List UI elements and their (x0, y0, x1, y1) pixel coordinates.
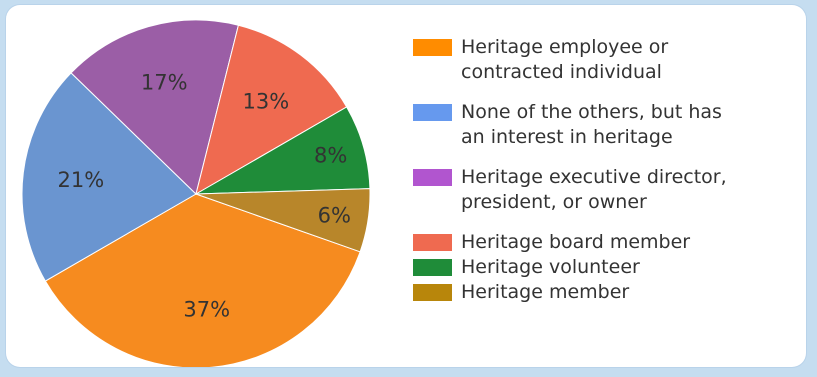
legend-label: president, or owner (461, 191, 647, 213)
legend-item: Heritage board member (411, 230, 791, 255)
legend-label: Heritage executive director, (461, 166, 727, 188)
legend-item: Heritage executive director, president, o… (411, 165, 791, 215)
slice-percent-label: 21% (58, 168, 105, 192)
legend-swatch (413, 259, 452, 276)
slice-percent-label: 8% (314, 144, 347, 168)
legend-item: Heritage employee or contracted individua… (411, 35, 791, 85)
pie-slice (44, 193, 361, 367)
legend-item: None of the others, but has an interest i… (411, 100, 791, 150)
pie-slice (21, 72, 197, 282)
legend-swatch (413, 284, 452, 301)
slice-percent-label: 13% (243, 89, 290, 113)
legend-label: an interest in heritage (461, 126, 673, 148)
pie-chart: 37% 21% 17% 13% 8% 6% (21, 19, 371, 367)
chart-card: 37% 21% 17% 13% 8% 6% Heritage employee or con… (6, 5, 806, 367)
slice-percent-label: 37% (183, 298, 230, 322)
pie-slice (195, 24, 348, 196)
pie-slice (195, 188, 371, 253)
legend-swatch (413, 169, 452, 186)
legend-label: Heritage board member (461, 231, 691, 253)
legend-label: None of the others, but has (461, 101, 722, 123)
legend-swatch (413, 234, 452, 251)
legend-label: Heritage volunteer (461, 256, 640, 278)
legend-label: Heritage employee or (461, 36, 669, 58)
legend-swatch (413, 104, 452, 121)
legend: Heritage employee or contracted individua… (411, 35, 791, 305)
pie-slice (70, 19, 240, 195)
legend-swatch (413, 39, 452, 56)
legend-label: contracted individual (461, 61, 662, 83)
slice-percent-label: 6% (318, 203, 351, 227)
legend-item: Heritage volunteer (411, 255, 791, 280)
slice-percent-label: 17% (141, 70, 188, 94)
legend-item: Heritage member (411, 280, 791, 305)
legend-label: Heritage member (461, 281, 630, 303)
